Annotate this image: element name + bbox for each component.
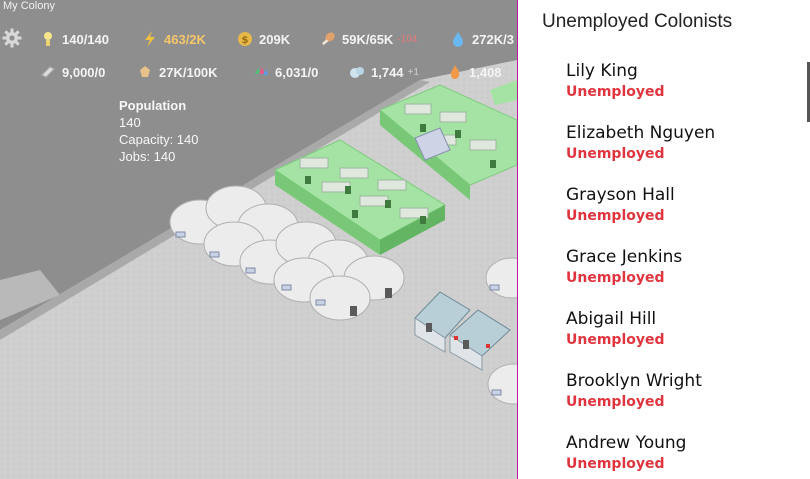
resource-wood[interactable]: 27K/100K [137, 64, 218, 80]
greenhouse-cluster[interactable] [379, 80, 517, 200]
unemployed-colonists-panel: Unemployed Colonists Lily King Unemploye… [517, 0, 810, 479]
colonist-name: Elizabeth Nguyen [566, 123, 716, 143]
resource-steel[interactable]: 9,000/0 [40, 64, 105, 80]
resource-value: 463/2K [164, 31, 206, 47]
game-viewport[interactable]: My Colony 140/140 463/2K $ 209K [0, 0, 517, 479]
resource-ore[interactable]: 1,744 +1 [349, 64, 419, 80]
resource-value: 272K/3 [472, 31, 514, 47]
water-drop-icon [453, 32, 463, 47]
resource-colonists[interactable]: 140/140 [40, 31, 109, 47]
resource-food[interactable]: 59K/65K -104 [320, 31, 417, 47]
resource-money[interactable]: $ 209K [237, 31, 290, 47]
population-heading: Population [119, 98, 187, 113]
colonist-status: Unemployed [566, 456, 665, 472]
greenhouse-cluster[interactable] [273, 139, 446, 255]
medical-buildings[interactable] [414, 291, 511, 371]
window-title: My Colony [3, 0, 55, 12]
colonist-item[interactable]: Grayson Hall Unemployed [566, 184, 786, 226]
colonist-name: Grace Jenkins [566, 247, 683, 267]
population-count: 140 [119, 115, 141, 130]
dome-habitats[interactable] [169, 185, 517, 405]
colonist-name: Lily King [566, 61, 638, 81]
colonist-item[interactable]: Abigail Hill Unemployed [566, 308, 786, 350]
colonist-status: Unemployed [566, 270, 665, 286]
colonist-name: Brooklyn Wright [566, 371, 702, 391]
scrollbar[interactable] [807, 62, 810, 122]
colonist-item[interactable]: Brooklyn Wright Unemployed [566, 370, 786, 412]
population-info: Population 140 Capacity: 140 Jobs: 140 [119, 97, 199, 165]
steel-bar-icon [41, 66, 55, 78]
colonist-name: Abigail Hill [566, 309, 657, 329]
resource-delta: + [505, 66, 512, 78]
resource-value: 59K/65K [342, 31, 394, 47]
colonist-status: Unemployed [566, 146, 665, 162]
drumstick-icon [322, 32, 335, 46]
coin-icon: $ [238, 32, 252, 46]
resource-flames[interactable]: 1,408 + [447, 64, 511, 80]
resource-delta: +1 [407, 66, 419, 78]
svg-text:$: $ [242, 35, 249, 46]
colonist-item[interactable]: Elizabeth Nguyen Unemployed [566, 122, 786, 164]
panel-title: Unemployed Colonists [542, 11, 733, 32]
resource-energy[interactable]: 463/2K [142, 31, 206, 47]
resource-value: 1,744 [371, 64, 404, 80]
resource-water[interactable]: 272K/3 [450, 31, 514, 47]
resource-value: 9,000/0 [62, 64, 106, 80]
gear-icon[interactable] [2, 28, 22, 48]
resource-value: 6,031/0 [275, 64, 319, 80]
colony-map[interactable] [0, 0, 517, 479]
colonist-item[interactable]: Grace Jenkins Unemployed [566, 246, 786, 288]
colonist-item[interactable]: Andrew Young Unemployed [566, 432, 786, 474]
resource-value: 27K/100K [159, 64, 218, 80]
colonist-name: Andrew Young [566, 433, 687, 453]
colonist-name: Grayson Hall [566, 185, 675, 205]
colonist-status: Unemployed [566, 332, 665, 348]
lightbulb-person-icon [44, 32, 52, 46]
flame-icon [450, 65, 460, 79]
wood-icon [140, 66, 150, 77]
resource-delta: -104 [397, 33, 418, 45]
colonist-status: Unemployed [566, 84, 665, 100]
colonist-status: Unemployed [566, 208, 665, 224]
crystal-icon [255, 67, 268, 75]
ore-icon [350, 67, 364, 78]
resource-value: 140/140 [62, 31, 109, 47]
population-capacity: Capacity: 140 [119, 132, 199, 147]
lightning-icon [145, 31, 155, 47]
colonist-status: Unemployed [566, 394, 665, 410]
resource-value: 209K [259, 31, 291, 47]
resource-crystals[interactable]: 6,031/0 [253, 64, 318, 80]
colonist-item[interactable]: Lily King Unemployed [566, 60, 786, 102]
population-jobs: Jobs: 140 [119, 149, 176, 164]
resource-value: 1,408 [469, 64, 502, 80]
